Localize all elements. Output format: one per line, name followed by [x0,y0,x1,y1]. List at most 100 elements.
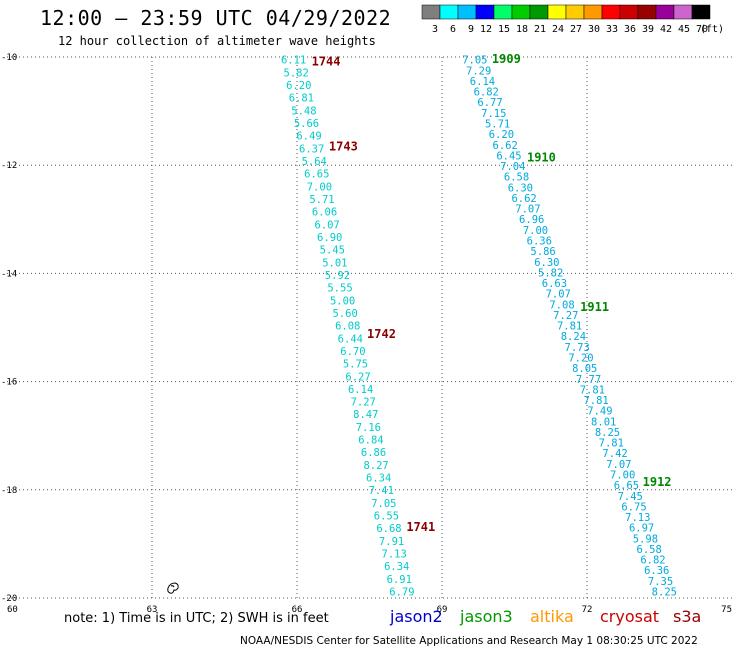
wave-height-value: 6.58 [504,172,529,184]
wave-height-value: 5.86 [530,246,555,258]
satellite-altika: altika [530,607,574,626]
wave-height-value: 7.00 [523,225,548,237]
pass-time-label: 1910 [527,150,556,164]
lon-tick-label: 66 [292,605,303,615]
wave-height-value: 5.82 [284,67,309,79]
wave-height-value: 6.77 [477,97,502,109]
lat-tick-label: -20 [1,594,17,604]
wave-height-value: 5.75 [343,359,368,371]
wave-height-value: 6.44 [338,333,363,345]
lon-tick-label: 75 [721,605,732,615]
legend-label: 9 [468,24,474,35]
legend-label: 45 [678,24,690,35]
lon-tick-label: 63 [147,605,158,615]
wave-height-value: 7.49 [587,406,612,418]
wave-height-value: 7.81 [580,384,605,396]
wave-height-value: 5.48 [291,105,316,117]
wave-height-value: 5.66 [294,118,319,130]
legend-unit: (ft) [700,24,724,35]
satellite-jason3: jason3 [460,607,513,626]
wave-height-value: 6.63 [542,278,567,290]
wave-height-value: 5.01 [322,257,347,269]
satellite-cryosat: cryosat [600,607,660,626]
wave-height-value: 6.20 [286,80,311,92]
wave-height-value: 6.90 [317,232,342,244]
legend-label: 6 [450,24,456,35]
track-left: 6.115.826.206.815.485.666.496.375.646.65… [281,55,435,599]
wave-height-value: 8.24 [561,331,586,343]
lon-tick-label: 69 [437,605,448,615]
legend-label: 24 [552,24,564,35]
wave-height-value: 8.25 [652,587,677,599]
wave-height-value: 6.96 [519,214,544,226]
wave-height-value: 7.81 [583,395,608,407]
lat-tick-label: -12 [1,161,17,171]
wave-height-value: 6.27 [345,371,370,383]
wave-height-value: 6.36 [644,565,669,577]
wave-height-value: 6.45 [496,150,521,162]
wave-height-value: 6.91 [387,574,412,586]
wave-height-value: 7.27 [553,310,578,322]
wave-height-value: 8.27 [363,460,388,472]
wave-height-value: 7.13 [625,512,650,524]
wave-height-value: 5.45 [320,245,345,257]
lat-tick-label: -14 [1,269,17,279]
wave-height-value: 6.75 [621,501,646,513]
legend-swatch [691,4,711,20]
island-outline [167,582,179,594]
wave-height-value: 6.58 [637,544,662,556]
grid [7,56,732,599]
pass-time-label: 1744 [312,55,341,69]
legend-label: 12 [480,24,492,35]
wave-height-value: 7.05 [462,55,487,67]
wave-height-value: 6.81 [289,93,314,105]
pass-time-label: 1743 [329,140,358,154]
wave-height-value: 6.82 [474,87,499,99]
wave-height-value: 6.49 [296,131,321,143]
wave-height-value: 6.34 [384,561,409,573]
wave-height-value: 7.45 [618,491,643,503]
wave-height-value: 8.25 [595,427,620,439]
pass-time-label: 1912 [643,475,672,489]
wave-height-value: 6.11 [281,55,306,67]
lat-tick-label: -18 [1,486,17,496]
wave-height-value: 7.41 [369,485,394,497]
wave-height-value: 6.65 [614,480,639,492]
wave-height-value: 5.55 [327,283,352,295]
wave-height-value: 7.00 [307,181,332,193]
legend-label: 30 [588,24,600,35]
wave-height-value: 5.64 [302,156,327,168]
legend-label: 21 [534,24,546,35]
pass-time-label: 1741 [406,520,435,534]
legend-label: 18 [516,24,528,35]
wave-height-value: 7.35 [648,576,673,588]
track-right: 7.057.296.146.826.777.155.716.206.626.45… [462,52,677,599]
wave-height-value: 5.60 [333,308,358,320]
wave-height-value: 7.04 [500,161,525,173]
wave-height-value: 5.92 [325,270,350,282]
wave-height-value: 5.00 [330,295,355,307]
wave-height-value: 6.06 [312,207,337,219]
wave-height-value: 7.20 [568,353,593,365]
wave-height-value: 7.07 [515,204,540,216]
wave-height-value: 7.91 [379,536,404,548]
wave-height-value: 6.86 [361,447,386,459]
pass-time-label: 1909 [492,52,521,66]
pass-time-label: 1742 [367,327,396,341]
wave-height-value: 7.81 [557,321,582,333]
wave-height-value: 6.84 [358,435,383,447]
wave-height-value: 7.42 [602,448,627,460]
wave-height-value: 6.37 [299,143,324,155]
wave-height-value: 6.62 [511,193,536,205]
wave-height-value: 5.71 [485,119,510,131]
wave-height-value: 6.34 [366,473,391,485]
page-title: 12:00 – 23:59 UTC 04/29/2022 [40,6,392,30]
wave-height-value: 6.30 [534,257,559,269]
wave-height-value: 6.55 [374,511,399,523]
pass-time-label: 1911 [580,300,609,314]
wave-height-value: 7.73 [565,342,590,354]
wave-height-value: 7.15 [481,108,506,120]
wave-height-value: 7.81 [599,438,624,450]
wave-height-value: 7.05 [371,498,396,510]
